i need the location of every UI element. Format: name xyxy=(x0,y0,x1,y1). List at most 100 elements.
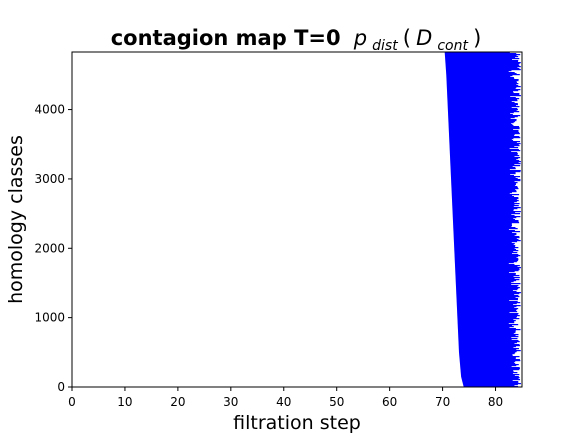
persistence-bar xyxy=(446,75,513,77)
persistence-bar xyxy=(454,259,519,261)
persistence-bar xyxy=(458,332,516,334)
persistence-bar xyxy=(449,147,519,149)
persistence-bar xyxy=(446,72,515,74)
persistence-bar xyxy=(450,170,521,172)
persistence-bar xyxy=(445,62,521,64)
persistence-bar xyxy=(451,196,515,198)
persistence-bar xyxy=(451,192,512,194)
persistence-bar xyxy=(460,364,519,366)
persistence-bar xyxy=(449,151,512,153)
persistence-bar xyxy=(446,85,519,87)
persistence-bar xyxy=(447,105,516,107)
y-tick-label: 1000 xyxy=(34,311,65,325)
persistence-bar xyxy=(454,261,517,263)
persistence-bar xyxy=(447,103,518,105)
persistence-bar xyxy=(462,380,513,382)
persistence-bar xyxy=(459,361,516,363)
persistence-bar xyxy=(450,162,519,164)
persistence-bar xyxy=(452,204,515,206)
persistence-bar xyxy=(447,94,520,96)
persistence-bar xyxy=(458,347,514,349)
persistence-bar xyxy=(456,288,519,290)
persistence-bar xyxy=(447,104,518,106)
persistence-bar xyxy=(452,218,514,220)
persistence-bar xyxy=(452,216,521,218)
persistence-bar xyxy=(456,294,515,296)
persistence-bar xyxy=(455,267,521,269)
persistence-bar xyxy=(454,243,515,245)
persistence-bar xyxy=(458,342,517,344)
persistence-bar xyxy=(456,299,518,301)
persistence-bar xyxy=(448,126,520,128)
persistence-bar xyxy=(456,307,515,309)
persistence-bar xyxy=(452,202,515,204)
persistence-bar xyxy=(445,60,519,62)
persistence-bar xyxy=(453,225,512,227)
persistence-bar xyxy=(454,244,514,246)
persistence-bar xyxy=(449,143,521,145)
persistence-bar xyxy=(456,292,521,294)
persistence-bar xyxy=(455,276,514,278)
persistence-bar xyxy=(445,66,521,68)
persistence-bar xyxy=(456,303,517,305)
persistence-bar xyxy=(449,140,514,142)
persistence-bar xyxy=(453,241,518,243)
persistence-bar xyxy=(447,93,520,95)
persistence-bar xyxy=(454,246,516,248)
persistence-bar xyxy=(457,311,518,313)
y-tick-label: 0 xyxy=(57,380,65,394)
persistence-bar xyxy=(460,371,514,373)
persistence-bar xyxy=(453,228,518,230)
persistence-bar xyxy=(451,188,519,190)
persistence-bar xyxy=(449,150,521,152)
persistence-bar xyxy=(451,189,516,191)
persistence-bar xyxy=(455,279,520,281)
persistence-bar xyxy=(457,310,517,312)
persistence-bar xyxy=(454,252,518,254)
persistence-bar xyxy=(453,226,512,228)
persistence-bar xyxy=(457,313,519,315)
persistence-bar xyxy=(450,164,515,166)
persistence-bar xyxy=(459,358,516,360)
persistence-bar xyxy=(458,343,515,345)
persistence-bar xyxy=(446,78,515,80)
persistence-bar xyxy=(448,123,512,125)
persistence-bar xyxy=(456,291,517,293)
persistence-bar xyxy=(456,305,521,307)
persistence-bar xyxy=(449,136,520,138)
persistence-bar xyxy=(450,176,521,178)
bars-group xyxy=(444,52,521,388)
persistence-bar xyxy=(447,102,515,104)
persistence-bar xyxy=(444,55,517,57)
persistence-bar xyxy=(445,67,518,69)
persistence-bar xyxy=(449,141,521,143)
persistence-bar xyxy=(454,254,519,256)
persistence-bar xyxy=(454,257,517,259)
persistence-bar xyxy=(450,171,521,173)
persistence-bar xyxy=(448,128,520,130)
persistence-bar xyxy=(457,320,516,322)
persistence-bar xyxy=(455,265,520,267)
persistence-bar xyxy=(452,200,519,202)
plot-area xyxy=(71,51,523,388)
persistence-bar xyxy=(448,113,511,115)
persistence-bar xyxy=(458,346,516,348)
persistence-bar xyxy=(454,253,512,255)
persistence-bar xyxy=(452,213,521,215)
persistence-bar xyxy=(449,155,520,157)
persistence-bar xyxy=(459,353,515,355)
persistence-bar xyxy=(449,135,515,137)
persistence-bar xyxy=(449,146,515,148)
persistence-bar xyxy=(447,96,511,98)
persistence-bar xyxy=(459,362,515,364)
chart-title: contagion map T=0 p dist ( D cont ) xyxy=(111,26,482,54)
persistence-bar xyxy=(451,184,516,186)
persistence-bar xyxy=(453,232,513,234)
persistence-bar xyxy=(447,107,512,109)
persistence-bar xyxy=(448,122,514,124)
persistence-bar xyxy=(448,121,515,123)
persistence-bar xyxy=(451,182,518,184)
persistence-bar xyxy=(447,97,516,99)
persistence-bar xyxy=(452,220,519,222)
persistence-bar xyxy=(455,284,512,286)
